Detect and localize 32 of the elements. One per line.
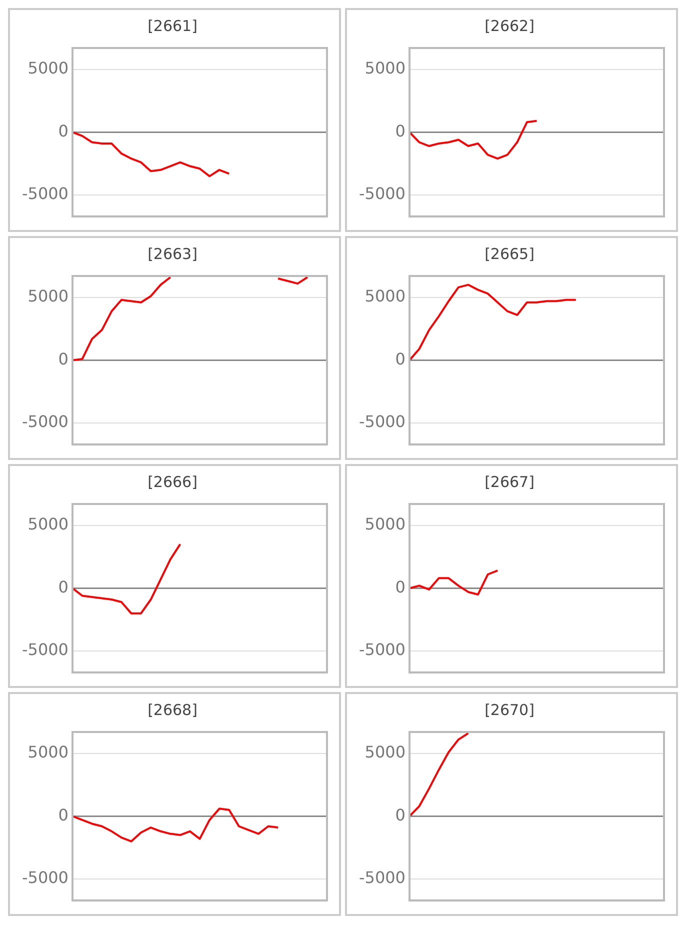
chart-title: [2665]	[484, 244, 534, 263]
y-tick-label: 5000	[364, 742, 406, 762]
chart-title: [2670]	[484, 700, 534, 719]
y-tick-label: -5000	[22, 412, 68, 432]
y-tick-label: 0	[58, 349, 68, 368]
chart-title: [2668]	[148, 700, 198, 719]
y-tick-label: 0	[58, 577, 68, 596]
chart-title: [2663]	[148, 244, 198, 263]
y-tick-label: 5000	[28, 58, 68, 78]
y-tick-label: 0	[395, 121, 406, 140]
chart-title: [2667]	[484, 472, 534, 491]
y-tick-label: -5000	[358, 184, 406, 204]
y-tick-label: 5000	[28, 742, 68, 762]
y-tick-label: -5000	[22, 868, 68, 888]
chart-title: [2666]	[148, 472, 198, 491]
y-tick-label: -5000	[358, 640, 406, 660]
y-tick-label: 0	[58, 121, 68, 140]
y-tick-label: -5000	[22, 184, 68, 204]
y-tick-label: 5000	[28, 286, 68, 306]
y-tick-label: 5000	[364, 58, 406, 78]
y-tick-label: 5000	[364, 514, 406, 534]
chart-title: [2661]	[148, 16, 198, 35]
y-tick-label: 0	[395, 577, 406, 596]
y-tick-label: 5000	[28, 514, 68, 534]
y-tick-label: 0	[58, 805, 68, 824]
chart-title: [2662]	[484, 16, 534, 35]
y-tick-label: -5000	[22, 640, 68, 660]
y-tick-label: -5000	[358, 868, 406, 888]
y-tick-label: 0	[395, 349, 406, 368]
y-tick-label: 0	[395, 805, 406, 824]
y-tick-label: 5000	[364, 286, 406, 306]
y-tick-label: -5000	[358, 412, 406, 432]
